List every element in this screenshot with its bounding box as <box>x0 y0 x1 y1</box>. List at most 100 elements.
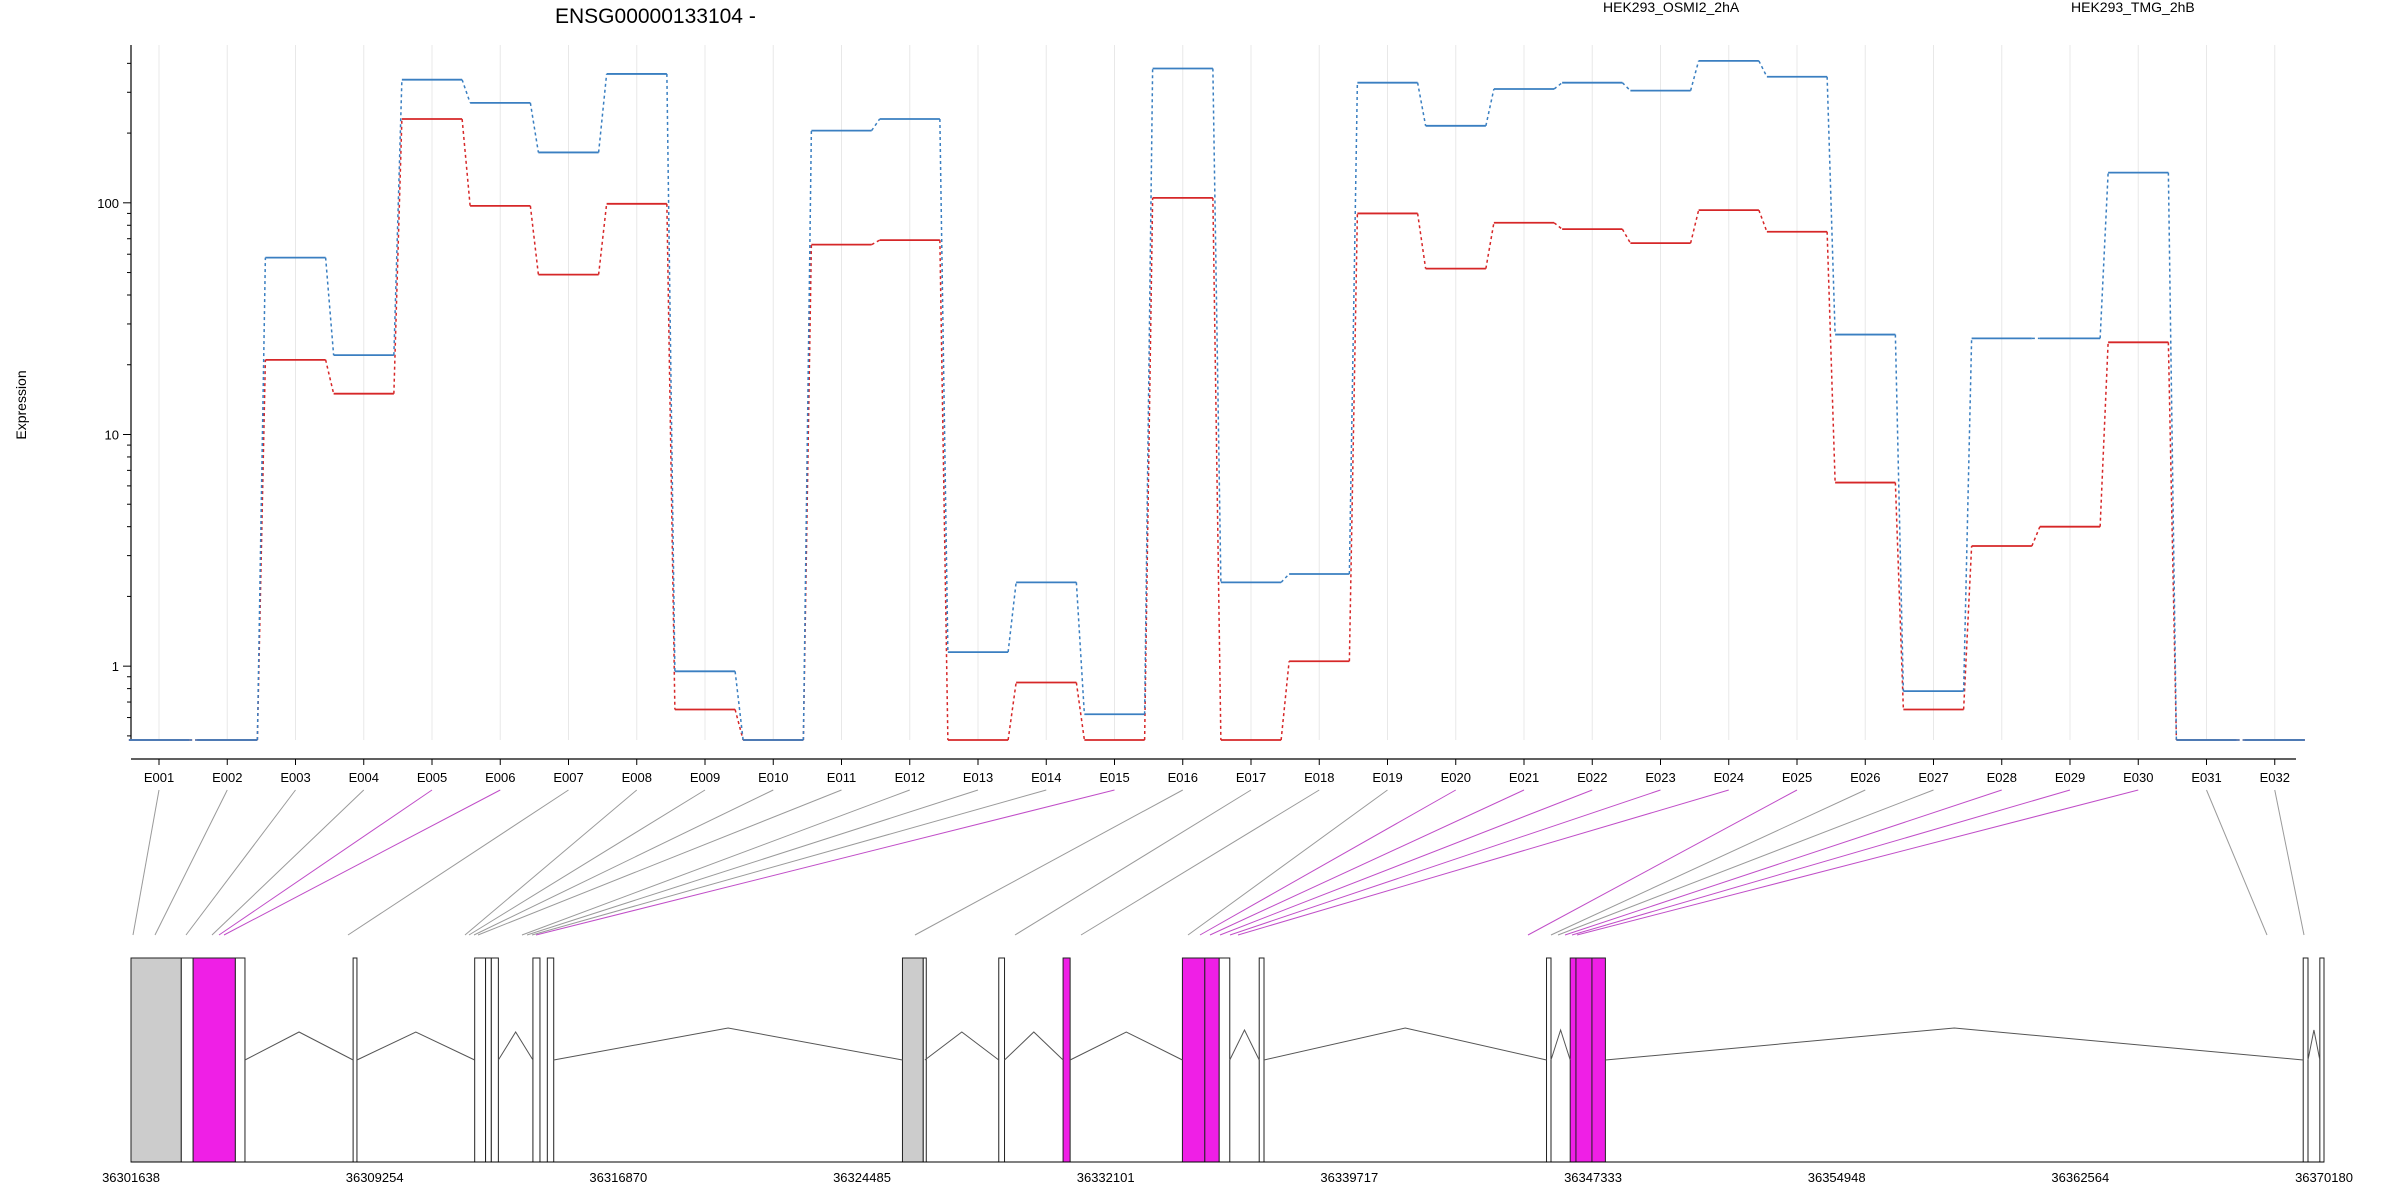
exon-block <box>922 957 927 1163</box>
series-connector <box>871 118 881 132</box>
genomic-tick-label: 36370180 <box>2295 1170 2353 1185</box>
exon-block <box>485 957 492 1163</box>
genomic-tick-label: 36316870 <box>589 1170 647 1185</box>
series-connector <box>1348 82 1359 574</box>
series-connector <box>871 239 880 246</box>
exon-connector <box>218 789 433 936</box>
vertical-grid <box>158 45 2276 740</box>
exon-block <box>532 957 541 1163</box>
series-connector <box>2167 172 2178 741</box>
series-connector <box>1962 338 1973 692</box>
x-tick-label: E026 <box>1850 770 1880 785</box>
x-tick-label: E011 <box>827 770 856 785</box>
x-tick-label: E002 <box>212 770 242 785</box>
legend-series-b: HEK293_TMG_2hB <box>2071 0 2195 15</box>
series-lines <box>128 59 2305 741</box>
series-connector <box>1758 60 1768 78</box>
exon-block <box>490 957 499 1163</box>
exon-connector <box>211 789 365 936</box>
exon-connector <box>914 789 1183 936</box>
intron-line <box>924 1031 1000 1061</box>
exon-block <box>352 957 358 1163</box>
exon-connector <box>1557 789 1934 936</box>
intron-line <box>1069 1031 1183 1061</box>
x-tick-label: E004 <box>349 770 379 785</box>
series-connector <box>256 257 267 741</box>
series-connector <box>393 79 403 356</box>
x-tick-label: E013 <box>963 770 993 785</box>
x-tick-label: E007 <box>553 770 583 785</box>
exon-block <box>1218 957 1231 1163</box>
x-tick-label: E014 <box>1031 770 1061 785</box>
exon-connector <box>531 789 1047 936</box>
series-connector <box>1621 82 1631 92</box>
x-tick-label: E032 <box>2260 770 2290 785</box>
y-axis-label: Expression <box>13 370 29 439</box>
exon-block <box>1591 957 1606 1163</box>
series-connector <box>1485 88 1495 126</box>
series-connector <box>802 130 813 741</box>
exon-block <box>2319 957 2325 1163</box>
series-connector <box>2167 342 2178 741</box>
exon-connector <box>154 789 228 936</box>
series-b <box>128 59 2305 741</box>
genomic-tick-label: 36309254 <box>346 1170 404 1185</box>
x-tick-label: E005 <box>417 770 447 785</box>
y-tick-label: 100 <box>97 196 119 211</box>
exon-block <box>901 957 924 1163</box>
series-connector <box>734 709 744 741</box>
x-tick-label: E028 <box>1987 770 2017 785</box>
exon-connector <box>468 789 706 936</box>
exon-block <box>998 957 1006 1163</box>
x-tick-label: E023 <box>1645 770 1675 785</box>
series-connector <box>461 79 471 104</box>
series-connector <box>666 73 676 672</box>
series-connector <box>597 73 608 153</box>
exon-connector <box>1187 789 1388 936</box>
intron-line <box>1229 1028 1260 1061</box>
series-connector <box>2099 172 2109 339</box>
exon-block <box>1569 957 1577 1163</box>
exon-connector <box>1014 789 1252 936</box>
exon-connector <box>1199 789 1456 936</box>
exon-connector <box>132 789 160 936</box>
x-tick-label: E008 <box>622 770 652 785</box>
series-connector <box>734 671 744 741</box>
exon-connector <box>526 789 979 936</box>
series-connector <box>461 118 471 206</box>
x-tick-label: E021 <box>1509 770 1539 785</box>
series-connector <box>529 102 540 153</box>
x-tick-label: E031 <box>2191 770 2221 785</box>
x-tick-label: E016 <box>1168 770 1198 785</box>
series-connector <box>1689 60 1700 91</box>
series-connector <box>256 359 267 741</box>
exon-connector <box>1550 789 1866 936</box>
intron-line <box>1550 1028 1571 1061</box>
series-connector <box>939 119 949 653</box>
exon-connector <box>185 789 296 936</box>
genomic-tick-label: 36347333 <box>1564 1170 1622 1185</box>
exon-block <box>180 957 194 1163</box>
exon-connector <box>2206 789 2268 936</box>
exon-connector <box>535 789 1115 936</box>
x-tick-label: E015 <box>1099 770 1129 785</box>
exon-connector <box>1237 789 1729 936</box>
series-connector <box>1212 68 1222 583</box>
x-tick-label: E029 <box>2055 770 2085 785</box>
exon-block <box>1062 957 1071 1163</box>
exon-connector <box>1209 789 1525 936</box>
series-connector <box>1075 682 1086 741</box>
series-connector <box>1553 222 1563 230</box>
exon-block <box>546 957 555 1163</box>
exon-block <box>192 957 236 1163</box>
series-connector <box>1689 209 1700 244</box>
series-connector <box>1553 82 1563 90</box>
x-tick-label: E027 <box>1918 770 1948 785</box>
series-connector <box>1826 231 1836 483</box>
exon-block <box>474 957 487 1163</box>
exon-block <box>1546 957 1552 1163</box>
genomic-tick-label: 36339717 <box>1320 1170 1378 1185</box>
exon-block <box>1258 957 1265 1163</box>
series-connector <box>1348 213 1359 662</box>
